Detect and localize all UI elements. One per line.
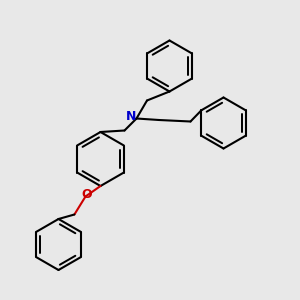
- Text: N: N: [126, 110, 136, 124]
- Text: O: O: [82, 188, 92, 201]
